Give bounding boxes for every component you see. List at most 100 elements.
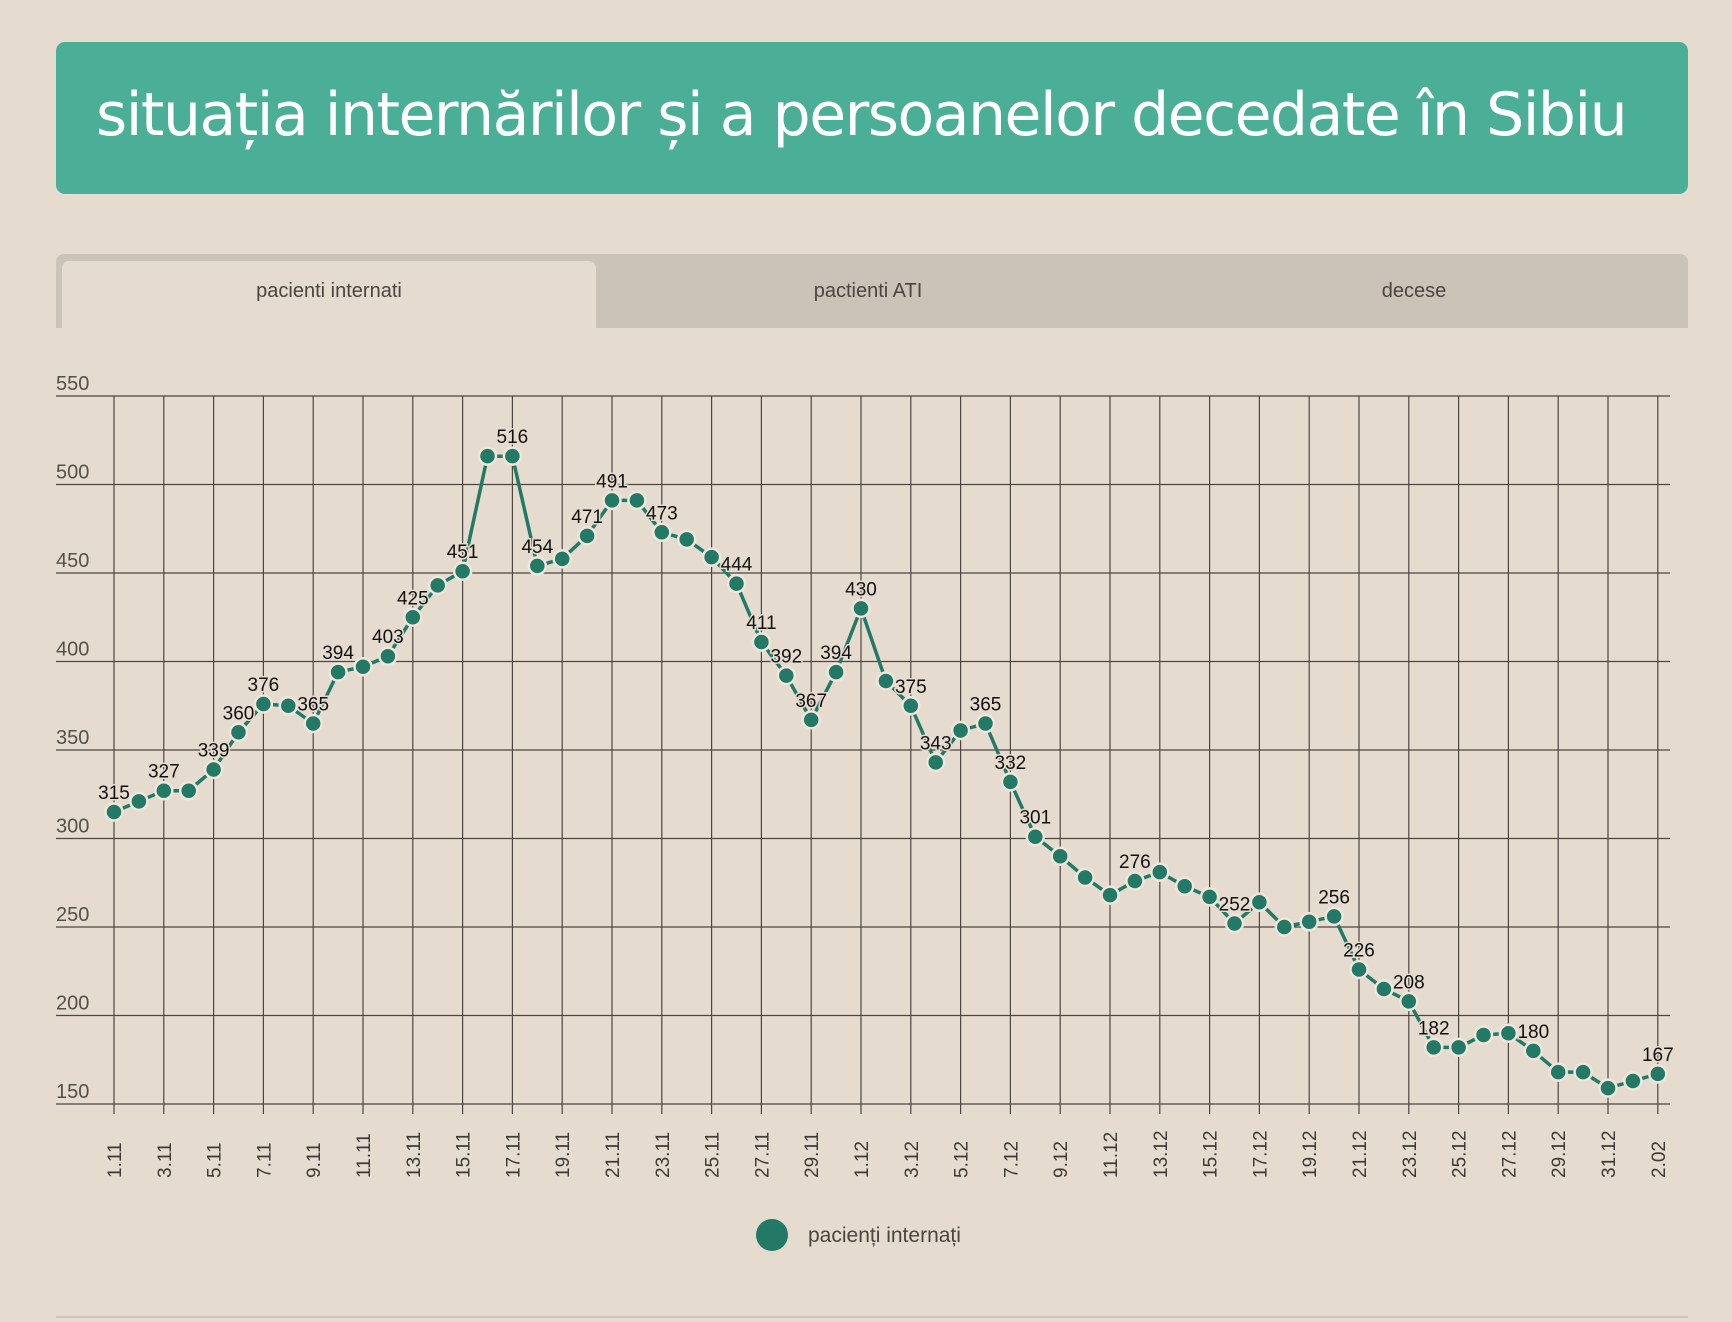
- data-label: 256: [1318, 887, 1350, 908]
- data-point: [1548, 1062, 1568, 1082]
- data-point: [303, 713, 323, 734]
- data-point: [1224, 913, 1245, 934]
- x-tick-label: 7.12: [1001, 1141, 1022, 1178]
- data-point: [353, 657, 373, 677]
- tab-decese[interactable]: decese: [1381, 280, 1447, 302]
- data-point: [129, 791, 149, 812]
- x-tick-label: 29.11: [802, 1132, 823, 1178]
- data-label: 471: [571, 507, 603, 528]
- y-tick-label: 400: [56, 639, 89, 661]
- data-label: 180: [1517, 1022, 1549, 1043]
- data-label: 430: [845, 579, 877, 600]
- page-title: situația internărilor și a persoanelor d…: [96, 80, 1628, 150]
- data-label: 301: [1019, 808, 1051, 829]
- data-point: [104, 802, 124, 822]
- x-tick-label: 21.12: [1350, 1130, 1371, 1178]
- x-tick-label: 9.11: [304, 1142, 325, 1178]
- data-point: [1249, 892, 1270, 912]
- y-tick-label: 200: [56, 993, 89, 1015]
- data-label: 451: [447, 542, 479, 563]
- data-point: [950, 720, 971, 741]
- x-tick-label: 7.11: [254, 1142, 275, 1178]
- data-point: [527, 556, 548, 576]
- y-tick-label: 450: [56, 550, 89, 572]
- data-point: [502, 446, 523, 466]
- x-tick-label: 11.12: [1101, 1132, 1122, 1178]
- series-line: [113, 454, 1659, 1090]
- data-label: 444: [721, 555, 753, 576]
- x-tick-label: 1.12: [852, 1141, 873, 1178]
- x-tick-label: 15.12: [1201, 1130, 1222, 1178]
- data-point: [1274, 917, 1295, 937]
- x-tick-label: 19.12: [1300, 1130, 1321, 1178]
- data-point: [726, 573, 747, 594]
- data-point: [1025, 826, 1046, 847]
- x-tick-label: 31.12: [1599, 1130, 1620, 1178]
- data-label: 376: [248, 675, 280, 696]
- x-tick-label: 15.11: [454, 1132, 475, 1178]
- x-tick-label: 17.11: [503, 1132, 524, 1178]
- data-point: [826, 662, 846, 682]
- data-point: [1448, 1037, 1469, 1058]
- x-tick-label: 25.12: [1450, 1130, 1471, 1178]
- data-point: [801, 710, 821, 730]
- data-point: [901, 696, 921, 716]
- data-label: 394: [820, 643, 852, 664]
- data-point: [975, 713, 996, 734]
- data-point: [154, 780, 174, 801]
- data-point: [1150, 862, 1170, 882]
- data-point: [1050, 846, 1070, 866]
- y-tick-label: 550: [56, 373, 89, 395]
- data-label: 365: [970, 694, 1002, 715]
- data-label: 252: [1219, 894, 1251, 915]
- data-point: [477, 446, 498, 466]
- data-point: [1324, 906, 1344, 927]
- tab-pactienti-ati[interactable]: pactienti ATI: [813, 280, 923, 302]
- data-point: [552, 549, 572, 569]
- data-point: [701, 547, 722, 567]
- data-label: 167: [1642, 1045, 1674, 1066]
- data-label: 226: [1343, 940, 1375, 961]
- x-tick-label: 23.11: [653, 1132, 674, 1178]
- y-tick-label: 150: [56, 1081, 89, 1103]
- data-point: [676, 529, 697, 550]
- data-point: [1423, 1037, 1444, 1058]
- tab-bar: pacienti internati pactienti ATI decese: [56, 254, 1688, 328]
- x-tick-label: 17.12: [1250, 1130, 1271, 1178]
- x-tick-label: 2.02: [1649, 1141, 1670, 1178]
- data-point: [378, 646, 398, 666]
- data-point: [1100, 885, 1120, 905]
- y-tick-label: 500: [56, 462, 89, 484]
- data-label: 365: [297, 694, 329, 715]
- data-label: 339: [198, 740, 230, 761]
- data-point: [1598, 1078, 1618, 1098]
- data-point: [652, 522, 672, 543]
- data-label: 315: [98, 783, 130, 804]
- data-label: 454: [521, 537, 553, 558]
- x-tick-label: 23.12: [1400, 1130, 1421, 1178]
- data-label: 392: [770, 647, 802, 668]
- data-point: [1623, 1071, 1643, 1091]
- data-point: [1174, 876, 1195, 897]
- data-point: [1523, 1041, 1544, 1061]
- data-point: [178, 780, 199, 801]
- x-tick-label: 3.11: [155, 1142, 176, 1178]
- data-label: 327: [148, 762, 180, 783]
- data-point: [1648, 1064, 1668, 1084]
- data-point: [1374, 979, 1394, 999]
- data-point: [1000, 772, 1021, 792]
- x-tick-label: 21.11: [603, 1132, 624, 1178]
- data-label: 360: [223, 703, 255, 724]
- data-label: 516: [497, 427, 529, 448]
- x-tick-label: 9.12: [1051, 1141, 1072, 1178]
- data-label: 208: [1393, 972, 1425, 993]
- data-label: 473: [646, 503, 678, 524]
- tab-pacienti-internati[interactable]: pacienti internati: [62, 261, 596, 328]
- x-tick-label: 3.12: [902, 1141, 923, 1178]
- data-point: [1199, 887, 1220, 907]
- header-banner: situația internărilor și a persoanelor d…: [56, 42, 1688, 194]
- data-label: 182: [1418, 1018, 1450, 1039]
- data-point: [751, 632, 772, 652]
- x-tick-label: 19.11: [553, 1132, 574, 1178]
- data-point: [1349, 959, 1369, 980]
